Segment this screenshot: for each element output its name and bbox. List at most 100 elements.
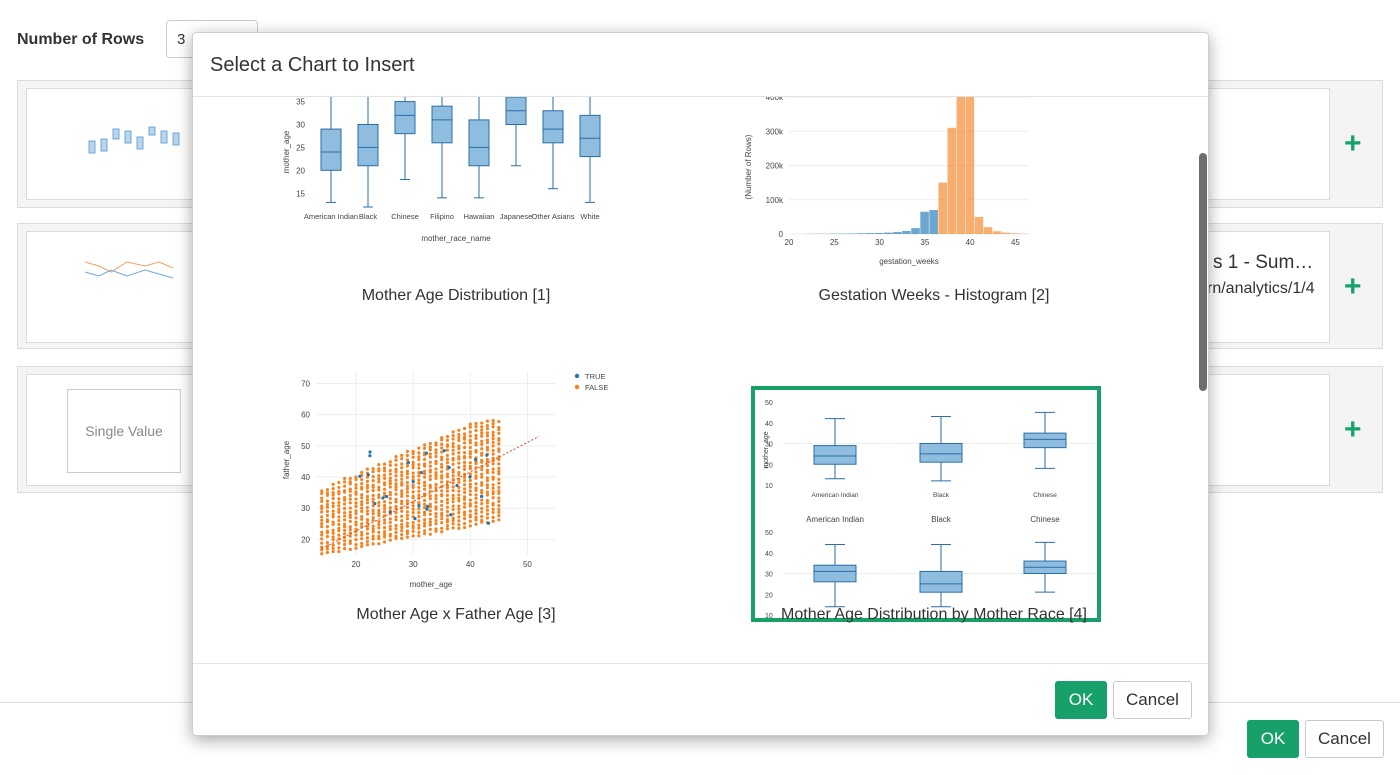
- scatter-point: [400, 481, 404, 485]
- scatter-point: [468, 430, 472, 434]
- scatter-point: [382, 521, 387, 525]
- scatter-point: [342, 480, 347, 484]
- scatter-point: [405, 517, 410, 521]
- dialog-body[interactable]: 15 20 25 30 35 mother_age American Indian Black…: [193, 97, 1208, 663]
- scatter-point: [348, 539, 352, 543]
- scatter-point: [394, 504, 398, 509]
- scatter-point: [451, 507, 455, 512]
- x-tick-label: 20: [785, 238, 794, 247]
- scatter-point: [485, 457, 490, 462]
- scatter-point: [457, 519, 461, 523]
- scatter-point: [388, 460, 392, 464]
- scatter-point: [424, 451, 429, 455]
- scatter-point: [445, 435, 450, 439]
- bg-ok-button[interactable]: OK: [1247, 720, 1299, 758]
- bg-thumb-1[interactable]: [26, 88, 198, 200]
- scatter-point: [491, 483, 495, 487]
- scatter-point: [485, 434, 490, 438]
- scatter-point: [491, 433, 495, 438]
- chart-thumb-2[interactable]: 0 100k 200k 300k 400k (Number of Rows) 20 25 30 3…: [739, 97, 1039, 277]
- scatter-point: [445, 514, 450, 518]
- histogram-bar: [947, 127, 957, 234]
- add-row-2-plus-icon[interactable]: +: [1344, 270, 1362, 303]
- histogram-bar: [983, 227, 993, 234]
- scatter-point: [451, 448, 455, 452]
- scatter-point: [428, 464, 432, 468]
- bg-thumb-3[interactable]: Single Value: [26, 374, 198, 486]
- x-axis-label: gestation_weeks: [879, 257, 939, 266]
- scatter-point: [440, 499, 444, 504]
- bg-thumb-2[interactable]: [26, 231, 198, 343]
- y-axis-label: mother_age: [282, 130, 291, 173]
- y-tick-label: 0: [779, 230, 784, 239]
- scatter-point: [457, 511, 461, 515]
- scatter-point: [405, 475, 410, 480]
- scatter-point: [497, 477, 501, 481]
- chart-thumb-4-selected[interactable]: 10 20 30 40 50 American Indian Black Chinese Ame…: [751, 386, 1101, 622]
- bg-cancel-button[interactable]: Cancel: [1305, 720, 1384, 758]
- scatter-point: [491, 470, 495, 475]
- scatter-point: [451, 468, 455, 472]
- scatter-point: [405, 521, 410, 525]
- y-tick-label: 100k: [766, 196, 784, 205]
- scatter-point: [342, 546, 347, 551]
- add-row-3-plus-icon[interactable]: +: [1344, 413, 1362, 446]
- box: [357, 124, 379, 167]
- dialog-cancel-button[interactable]: Cancel: [1113, 681, 1192, 719]
- scatter-point: [480, 488, 484, 493]
- scatter-point: [480, 502, 484, 506]
- scatter-point: [354, 490, 358, 494]
- bg-boxplot-thumb: [88, 126, 180, 154]
- trend-line: [321, 436, 540, 550]
- scatter-point: [457, 428, 461, 432]
- scatter-point: [377, 488, 381, 492]
- scatter-point: [360, 481, 364, 486]
- scatter-point: [457, 496, 461, 501]
- scatter-point: [445, 505, 450, 509]
- scatter-point: [480, 447, 484, 451]
- scatter-point: [365, 527, 370, 531]
- scatter-point: [417, 489, 421, 493]
- scatter-point: [405, 458, 410, 462]
- scatter-point: [485, 493, 490, 497]
- scatter-point: [377, 537, 381, 541]
- scatter-point: [368, 450, 372, 454]
- x-tick-label: 30: [409, 560, 418, 569]
- scatter-point: [388, 501, 392, 505]
- scatter-point: [457, 444, 461, 448]
- scatter-point: [348, 480, 352, 484]
- add-row-1-plus-icon[interactable]: +: [1344, 127, 1362, 160]
- scatter-point: [382, 503, 387, 508]
- y-tick-label: 20: [296, 166, 305, 175]
- scatter-point: [413, 516, 417, 521]
- scatter-point: [422, 469, 427, 473]
- x-tick-label: Chinese: [391, 212, 419, 221]
- scatter-point: [382, 481, 387, 485]
- scatter-point: [491, 501, 495, 506]
- scatter-point: [354, 501, 358, 505]
- scatter-point: [462, 501, 467, 506]
- scatter-point: [371, 488, 375, 493]
- scatter-point: [354, 475, 358, 479]
- scatter-point: [325, 509, 330, 513]
- chart-thumb-1[interactable]: 15 20 25 30 35 mother_age American Indian Black…: [281, 97, 631, 277]
- scatter-point: [320, 548, 324, 552]
- scatter-point: [480, 475, 484, 479]
- scatter-point: [331, 531, 335, 535]
- dialog-scrollbar[interactable]: [1199, 153, 1207, 391]
- dialog-ok-button[interactable]: OK: [1055, 681, 1107, 719]
- scatter-point: [474, 425, 478, 429]
- scatter-point: [348, 519, 352, 523]
- x-tick-label: Black: [933, 492, 950, 499]
- scatter-point: [365, 498, 370, 502]
- x-tick-label: American Indian: [304, 212, 358, 221]
- scatter-point: [445, 497, 450, 502]
- scatter-point: [377, 477, 381, 481]
- scatter-point: [331, 493, 335, 497]
- scatter-point: [451, 526, 455, 530]
- scatter-point: [388, 517, 392, 521]
- chart-thumb-3[interactable]: 20 30 40 50 60 70 20 30 40 50 father_age mother_age…: [281, 365, 621, 595]
- scatter-point: [422, 475, 427, 479]
- scatter-point: [468, 425, 472, 429]
- scatter-point: [400, 457, 404, 461]
